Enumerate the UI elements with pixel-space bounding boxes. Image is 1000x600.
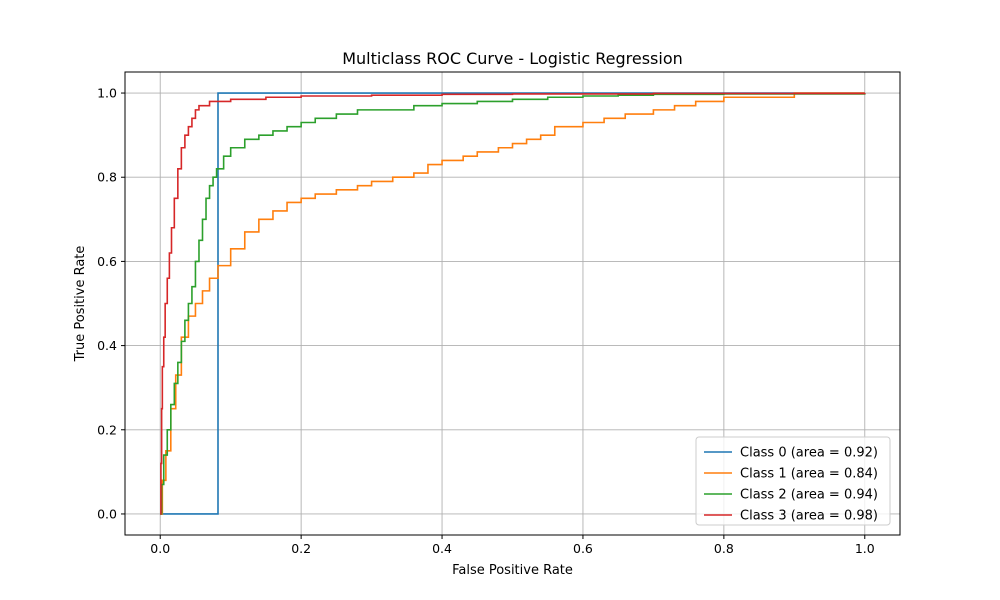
x-tick-label: 0.6 <box>573 541 593 556</box>
legend-label-class-1: Class 1 (area = 0.84) <box>740 467 878 482</box>
y-tick-label: 0.0 <box>97 506 117 521</box>
roc-curve-class-0 <box>160 92 865 515</box>
x-tick-label: 0.8 <box>714 541 734 556</box>
ticks: 0.0 0.2 0.4 0.6 0.8 1.0 0.0 0.2 0.4 0.6 0.8 1.0 <box>97 86 875 556</box>
legend: Class 0 (area = 0.92) Class 1 (area = 0.8… <box>695 436 891 526</box>
y-tick-label: 0.8 <box>97 170 117 185</box>
plot-frame <box>124 71 901 536</box>
roc-curve-class-2 <box>160 93 866 515</box>
x-tick-label: 0.4 <box>432 541 452 556</box>
x-axis-label: False Positive Rate <box>452 563 573 578</box>
legend-label-class-0: Class 0 (area = 0.92) <box>740 446 878 461</box>
legend-label-class-2: Class 2 (area = 0.94) <box>740 488 878 503</box>
legend-box <box>695 436 891 526</box>
series-lines <box>160 92 866 515</box>
x-tick-label: 0.2 <box>291 541 311 556</box>
y-tick-label: 1.0 <box>97 86 117 101</box>
chart-title: Multiclass ROC Curve - Logistic Regressi… <box>342 49 683 68</box>
y-tick-label: 0.4 <box>97 338 117 353</box>
legend-label-class-3: Class 3 (area = 0.98) <box>740 509 878 524</box>
y-axis-label: True Positive Rate <box>73 246 88 363</box>
x-tick-label: 1.0 <box>855 541 875 556</box>
roc-curve-class-1 <box>160 92 865 515</box>
y-tick-label: 0.6 <box>97 254 117 269</box>
x-tick-label: 0.0 <box>150 541 170 556</box>
y-tick-label: 0.2 <box>97 422 117 437</box>
roc-curve-class-3 <box>160 92 866 515</box>
